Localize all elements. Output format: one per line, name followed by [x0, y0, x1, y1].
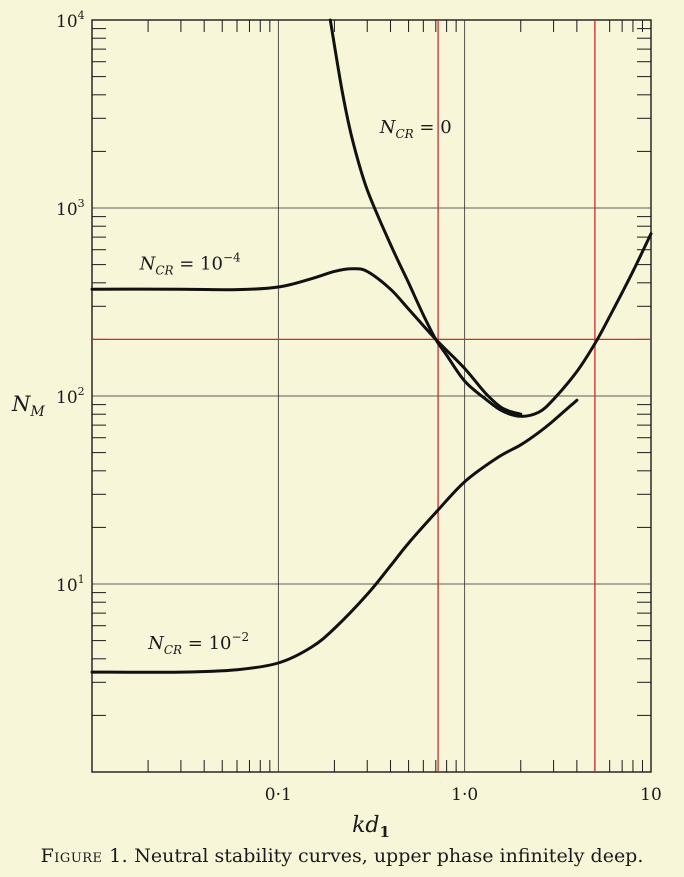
- x-axis-label: kd1: [352, 813, 390, 841]
- series-labels: NCR = 0 NCR = 10−4 NCR = 10−2: [139, 117, 452, 657]
- y-tick-label: 103: [56, 197, 85, 220]
- y-tick-label: 102: [56, 385, 85, 408]
- curves: [90, 18, 653, 674]
- figure-caption: Figure 1. Neutral stability curves, uppe…: [0, 845, 684, 867]
- gridlines: [92, 20, 651, 772]
- y-tick-label: 101: [56, 573, 85, 596]
- series-label-3: NCR = 10−2: [147, 630, 249, 657]
- minor-ticks: [92, 20, 651, 772]
- curve-series-2: [90, 267, 523, 416]
- caption-text: Neutral stability curves, upper phase in…: [134, 845, 644, 867]
- y-axis-label: NM: [11, 392, 45, 420]
- series-label-1: NCR = 0: [379, 117, 452, 141]
- x-tick-label: 1·0: [451, 785, 478, 805]
- series-label-2: NCR = 10−4: [139, 251, 241, 278]
- caption-figure-number: Figure 1.: [40, 845, 129, 867]
- x-tick-label: 10: [640, 785, 662, 805]
- x-tick-labels: 0·1 1·0 10: [265, 785, 662, 805]
- reference-lines: [92, 20, 651, 772]
- curve-series-1: [328, 18, 653, 418]
- y-tick-label: 104: [56, 9, 85, 32]
- y-tick-labels: 104 103 102 101: [56, 9, 85, 596]
- curve-series-3: [90, 398, 579, 674]
- x-tick-label: 0·1: [265, 785, 292, 805]
